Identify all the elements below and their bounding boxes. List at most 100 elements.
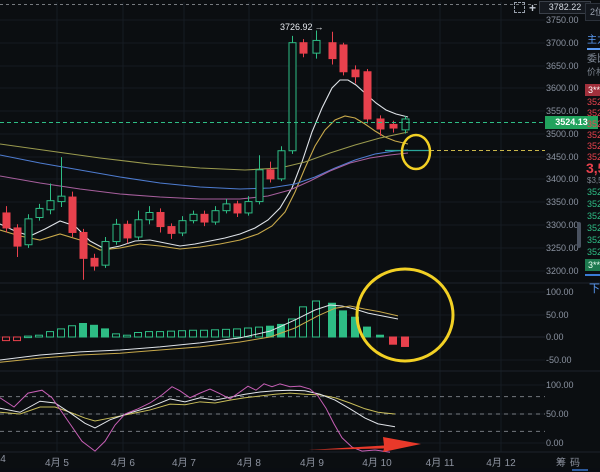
- volume-bar: [222, 328, 230, 338]
- ask-row[interactable]: 352: [587, 108, 600, 118]
- candle-body: [24, 218, 33, 246]
- axis-tick-label: 0.00: [546, 332, 564, 342]
- axis-tick-label: 4月 6: [111, 458, 135, 469]
- ask-row[interactable]: 352: [587, 141, 600, 151]
- candle-body: [277, 150, 286, 180]
- axis-tick-label: 3200.00: [546, 266, 579, 276]
- axis-tick-label: 4月 10: [362, 458, 392, 469]
- axis-tick-label: 3350.00: [546, 197, 579, 207]
- axis-tick-label: 4月 12: [486, 458, 516, 469]
- volume-bar: [255, 326, 263, 338]
- kdj-j-line: [0, 383, 391, 453]
- axis-tick-label: 3300.00: [546, 220, 579, 230]
- axis-tick-label: 3450.00: [546, 152, 579, 162]
- candle-body: [46, 200, 55, 211]
- candle-body: [167, 226, 176, 234]
- chart-toolbar: + 3782.22: [514, 0, 592, 15]
- bid-row[interactable]: 352: [587, 223, 600, 233]
- ask-row[interactable]: 352: [587, 152, 600, 162]
- candle-body: [112, 223, 121, 243]
- axis-tick-label: 3650.00: [546, 61, 579, 71]
- candle-body: [13, 227, 22, 247]
- volume-bar: [167, 330, 175, 338]
- volume-bar: [339, 310, 347, 338]
- ma-gold-line: [0, 115, 409, 251]
- bottom-bar-partial: [572, 469, 588, 471]
- candle-body: [178, 220, 187, 234]
- candle-body: [389, 123, 398, 129]
- candle-body: [328, 42, 337, 60]
- axis-tick-label: 3550.00: [546, 106, 579, 116]
- volume-bar: [211, 329, 219, 338]
- candle-body: [299, 42, 308, 54]
- trend-arrow: [308, 437, 421, 452]
- high-price-annotation: 3726.92 →: [280, 22, 324, 32]
- decimals-dropdown[interactable]: 2位: [585, 3, 600, 21]
- selection-icon[interactable]: [514, 2, 525, 13]
- candle-body: [211, 210, 220, 223]
- volume-bar: [35, 334, 43, 338]
- volume-bar: [312, 300, 320, 338]
- high-price-value: 3726.92: [280, 22, 313, 32]
- candle-body: [101, 241, 110, 266]
- axis-tick-label: 3500.00: [546, 129, 579, 139]
- axis-tick-label: 100.00: [546, 287, 574, 297]
- candle-body: [57, 195, 66, 203]
- kdj-k-line: [0, 389, 396, 429]
- volume-bar: [389, 336, 397, 345]
- volume-bar: [46, 331, 54, 338]
- candle-body: [2, 212, 11, 229]
- add-icon[interactable]: +: [529, 0, 537, 15]
- candle-body: [376, 118, 385, 130]
- axis-tick-label: 4: [0, 454, 6, 465]
- bid-row[interactable]: 352: [587, 199, 600, 209]
- volume-bar: [363, 326, 371, 338]
- candle-body: [255, 169, 264, 203]
- bid-row[interactable]: 352: [587, 247, 600, 257]
- axis-tick-label: -50.00: [546, 355, 572, 365]
- axis-tick-label: 3750.00: [546, 15, 579, 25]
- volume-bar: [189, 329, 197, 338]
- candle-body: [339, 44, 348, 73]
- chip-distribution-button[interactable]: 筹码: [556, 458, 584, 469]
- axis-tick-label: 3600.00: [546, 83, 579, 93]
- bid-highlight-row[interactable]: 3***: [585, 259, 600, 271]
- tab-weibi[interactable]: 委比: [587, 54, 600, 65]
- bid-row[interactable]: 352: [587, 187, 600, 197]
- ask-row[interactable]: 352: [587, 130, 600, 140]
- ma-purple-line: [0, 152, 409, 200]
- bid-row[interactable]: 352: [587, 211, 600, 221]
- scrollbar-thumb[interactable]: [577, 222, 581, 248]
- axis-tick-label: 4月 11: [425, 458, 455, 469]
- volume-bar: [13, 336, 21, 342]
- axis-tick-label: 3400.00: [546, 174, 579, 184]
- ask-row[interactable]: 352: [587, 119, 600, 129]
- mid-ma-white: [0, 304, 399, 361]
- axis-tick-label: 50.00: [546, 409, 569, 419]
- bid-row[interactable]: 352: [587, 235, 600, 245]
- volume-bar: [233, 328, 241, 338]
- order-button-partial[interactable]: 下: [589, 283, 600, 295]
- candle-body: [134, 219, 143, 238]
- axis-tick-label: 4月 7: [172, 458, 196, 469]
- last-price-badge: 3524.13: [545, 116, 598, 129]
- candle-body: [68, 196, 77, 233]
- axis-tick-label: 100.00: [546, 380, 574, 390]
- ask-row[interactable]: 352: [587, 97, 600, 107]
- candle-body: [222, 203, 231, 212]
- ask-highlight-row[interactable]: 3***: [585, 84, 600, 96]
- axis-tick-label: 50.00: [546, 310, 569, 320]
- arrow-right-icon: →: [314, 22, 324, 32]
- ma-blue-line: [0, 149, 409, 190]
- tab-main-force[interactable]: 主力: [587, 31, 600, 50]
- candle-body: [288, 42, 297, 152]
- highlight-circle: [355, 267, 455, 363]
- axis-tick-label: 4月 5: [45, 458, 69, 469]
- candle-body: [79, 231, 88, 259]
- volume-bar: [328, 302, 336, 338]
- price-column-header: 价格: [587, 67, 600, 77]
- candle-body: [90, 257, 99, 267]
